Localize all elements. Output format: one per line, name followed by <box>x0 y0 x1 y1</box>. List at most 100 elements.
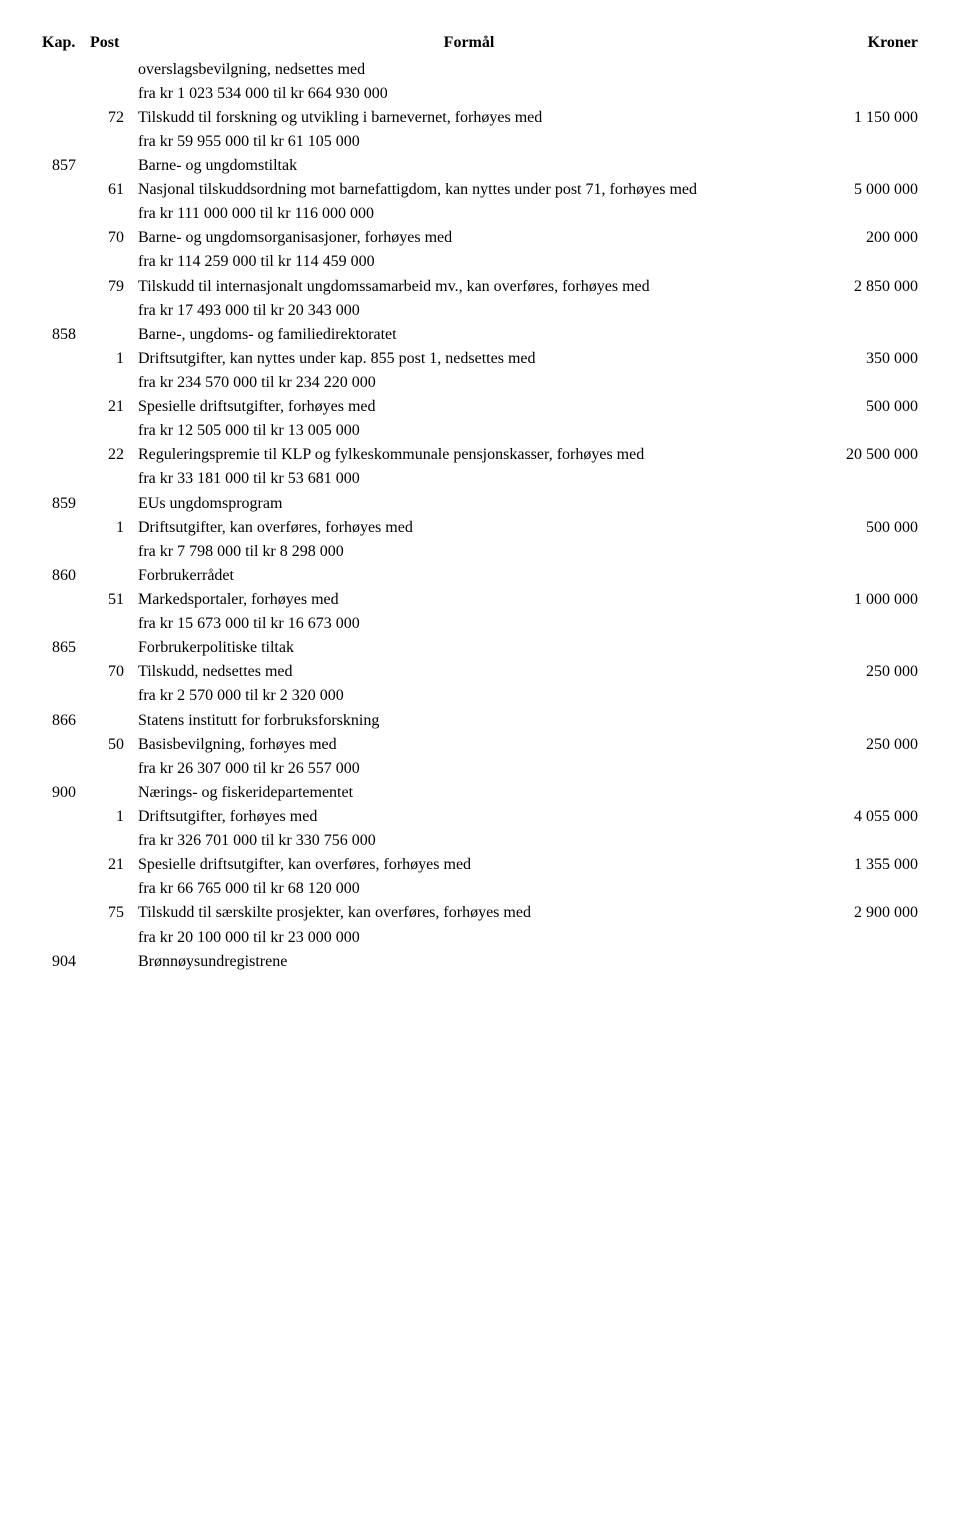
cell-post <box>86 298 134 322</box>
cell-kap <box>38 371 86 395</box>
cell-kap <box>38 274 86 298</box>
cell-text: fra kr 12 505 000 til kr 13 005 000 <box>134 419 804 443</box>
cell-kap: 857 <box>38 154 86 178</box>
cell-kap <box>38 298 86 322</box>
cell-kroner: 250 000 <box>804 732 922 756</box>
cell-kap: 904 <box>38 949 86 973</box>
cell-post <box>86 154 134 178</box>
cell-kap <box>38 419 86 443</box>
cell-kroner <box>804 877 922 901</box>
cell-text: Barne-, ungdoms- og familiedirektoratet <box>134 322 804 346</box>
cell-kroner <box>804 684 922 708</box>
cell-kroner: 200 000 <box>804 226 922 250</box>
cell-kroner <box>804 154 922 178</box>
header-post: Post <box>86 32 134 57</box>
table-row: 70Barne- og ungdomsorganisasjoner, forhø… <box>38 226 922 250</box>
table-row: fra kr 15 673 000 til kr 16 673 000 <box>38 612 922 636</box>
table-row: 860 Forbrukerrådet <box>38 563 922 587</box>
cell-kroner: 1 150 000 <box>804 105 922 129</box>
cell-kap <box>38 515 86 539</box>
table-row: fra kr 326 701 000 til kr 330 756 000 <box>38 829 922 853</box>
cell-post <box>86 129 134 153</box>
cell-kroner <box>804 419 922 443</box>
cell-text: fra kr 66 765 000 til kr 68 120 000 <box>134 877 804 901</box>
cell-kap <box>38 853 86 877</box>
cell-kap <box>38 660 86 684</box>
cell-kap <box>38 395 86 419</box>
cell-kroner: 250 000 <box>804 660 922 684</box>
cell-post <box>86 949 134 973</box>
table-row: 858 Barne-, ungdoms- og familiedirektorat… <box>38 322 922 346</box>
cell-kroner: 20 500 000 <box>804 443 922 467</box>
cell-text: Forbrukerpolitiske tiltak <box>134 636 804 660</box>
cell-text: Markedsportaler, forhøyes med <box>134 588 804 612</box>
cell-post <box>86 708 134 732</box>
table-row: fra kr 111 000 000 til kr 116 000 000 <box>38 202 922 226</box>
cell-post <box>86 202 134 226</box>
cell-kroner <box>804 129 922 153</box>
cell-kroner <box>804 298 922 322</box>
cell-text: fra kr 20 100 000 til kr 23 000 000 <box>134 925 804 949</box>
cell-text: Brønnøysundregistrene <box>134 949 804 973</box>
cell-post <box>86 419 134 443</box>
cell-kap: 858 <box>38 322 86 346</box>
cell-kroner: 5 000 000 <box>804 178 922 202</box>
cell-kroner <box>804 829 922 853</box>
cell-text: Forbrukerrådet <box>134 563 804 587</box>
table-row: fra kr 59 955 000 til kr 61 105 000 <box>38 129 922 153</box>
cell-kap <box>38 443 86 467</box>
table-row: fra kr 33 181 000 til kr 53 681 000 <box>38 467 922 491</box>
cell-kap: 860 <box>38 563 86 587</box>
cell-kroner: 4 055 000 <box>804 805 922 829</box>
cell-post <box>86 684 134 708</box>
cell-text: fra kr 7 798 000 til kr 8 298 000 <box>134 539 804 563</box>
table-row: 79Tilskudd til internasjonalt ungdomssam… <box>38 274 922 298</box>
cell-text: Driftsutgifter, kan nyttes under kap. 85… <box>134 346 804 370</box>
cell-post <box>86 467 134 491</box>
cell-post: 79 <box>86 274 134 298</box>
cell-post: 72 <box>86 105 134 129</box>
cell-text: fra kr 326 701 000 til kr 330 756 000 <box>134 829 804 853</box>
cell-kap <box>38 588 86 612</box>
cell-kap <box>38 925 86 949</box>
cell-text: fra kr 17 493 000 til kr 20 343 000 <box>134 298 804 322</box>
cell-kap <box>38 81 86 105</box>
cell-post <box>86 636 134 660</box>
cell-kroner <box>804 322 922 346</box>
cell-text: fra kr 26 307 000 til kr 26 557 000 <box>134 756 804 780</box>
table-row: 61Nasjonal tilskuddsordning mot barnefat… <box>38 178 922 202</box>
table-row: fra kr 114 259 000 til kr 114 459 000 <box>38 250 922 274</box>
cell-post <box>86 756 134 780</box>
cell-text: Nærings- og fiskeridepartementet <box>134 780 804 804</box>
cell-kroner <box>804 467 922 491</box>
cell-text: fra kr 234 570 000 til kr 234 220 000 <box>134 371 804 395</box>
cell-kroner <box>804 57 922 81</box>
table-row: fra kr 2 570 000 til kr 2 320 000 <box>38 684 922 708</box>
cell-post: 51 <box>86 588 134 612</box>
cell-text: fra kr 33 181 000 til kr 53 681 000 <box>134 467 804 491</box>
cell-text: Driftsutgifter, kan overføres, forhøyes … <box>134 515 804 539</box>
cell-post <box>86 250 134 274</box>
table-row: 1Driftsutgifter, kan overføres, forhøyes… <box>38 515 922 539</box>
table-row: 21Spesielle driftsutgifter, forhøyes med… <box>38 395 922 419</box>
cell-kroner: 1 000 000 <box>804 588 922 612</box>
table-row: fra kr 234 570 000 til kr 234 220 000 <box>38 371 922 395</box>
cell-post <box>86 81 134 105</box>
cell-kroner <box>804 708 922 732</box>
cell-post: 21 <box>86 395 134 419</box>
cell-post: 1 <box>86 805 134 829</box>
cell-kap <box>38 805 86 829</box>
cell-kroner <box>804 202 922 226</box>
cell-post <box>86 925 134 949</box>
cell-post: 1 <box>86 346 134 370</box>
cell-text: Nasjonal tilskuddsordning mot barnefatti… <box>134 178 804 202</box>
cell-kroner <box>804 539 922 563</box>
cell-kap: 866 <box>38 708 86 732</box>
cell-post <box>86 829 134 853</box>
cell-text: Spesielle driftsutgifter, kan overføres,… <box>134 853 804 877</box>
header-formal: Formål <box>134 32 804 57</box>
cell-kap <box>38 57 86 81</box>
cell-post: 1 <box>86 515 134 539</box>
table-row: fra kr 1 023 534 000 til kr 664 930 000 <box>38 81 922 105</box>
table-row: 859EUs ungdomsprogram <box>38 491 922 515</box>
